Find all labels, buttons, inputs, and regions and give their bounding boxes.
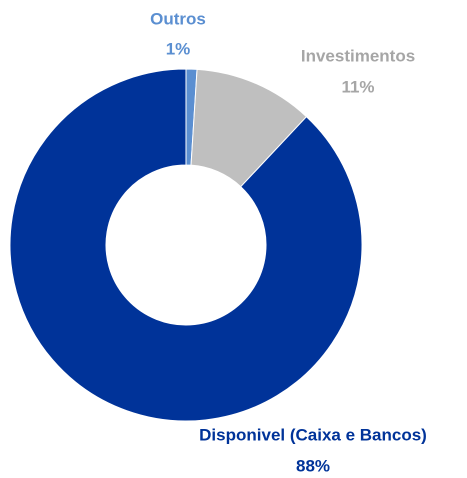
slice-value-label: 88% xyxy=(296,456,330,475)
slice-category-label: Investimentos xyxy=(301,46,415,65)
slice-category-label: Outros xyxy=(150,9,206,28)
slice-category-label: Disponivel (Caixa e Bancos) xyxy=(199,425,427,444)
donut-slice xyxy=(9,68,363,422)
slice-value-label: 1% xyxy=(166,39,191,58)
slice-value-label: 11% xyxy=(341,77,374,96)
